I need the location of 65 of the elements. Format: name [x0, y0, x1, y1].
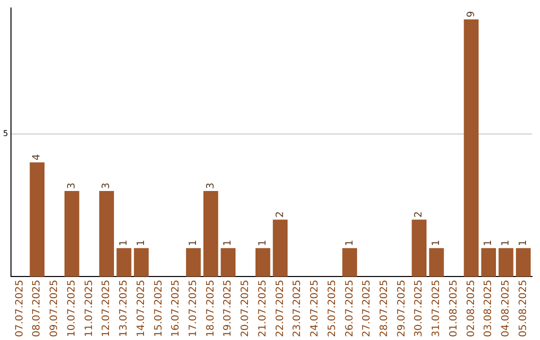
- x-tick-label: 14.07.2025: [136, 280, 147, 338]
- data-label: 1: [344, 240, 356, 246]
- x-tick-label: 23.07.2025: [292, 280, 304, 338]
- x-tick-label: 30.07.2025: [414, 280, 425, 338]
- bar: [464, 19, 479, 277]
- bar: [342, 248, 358, 277]
- x-tick-label: 05.08.2025: [518, 280, 529, 338]
- x-tick-label: 08.07.2025: [32, 280, 43, 338]
- bar: [220, 248, 236, 277]
- bar: [116, 248, 132, 277]
- data-label: 3: [205, 182, 216, 189]
- x-tick-label: 10.07.2025: [66, 280, 78, 338]
- bar: [134, 248, 149, 277]
- bar: [481, 248, 496, 277]
- data-label: 4: [32, 154, 43, 160]
- bar: [203, 190, 218, 277]
- x-tick-label: 24.07.2025: [310, 280, 321, 338]
- data-label: 1: [136, 240, 147, 246]
- x-tick-label: 17.07.2025: [188, 280, 199, 338]
- x-tick-label: 27.07.2025: [362, 280, 373, 338]
- x-tick-label: 15.07.2025: [153, 280, 164, 338]
- bar: [498, 248, 514, 277]
- bar: [516, 248, 531, 277]
- x-tick-label: 20.07.2025: [240, 280, 252, 338]
- x-tick-label: 26.07.2025: [344, 280, 356, 338]
- data-label: 1: [483, 240, 494, 246]
- data-label: 9: [466, 11, 477, 18]
- bar: [99, 190, 114, 277]
- data-label: 1: [222, 240, 234, 246]
- x-tick-label: 12.07.2025: [101, 280, 112, 338]
- data-label: 1: [257, 240, 268, 246]
- bar: [429, 248, 444, 277]
- data-label: 2: [414, 211, 425, 218]
- data-label: 1: [188, 240, 199, 246]
- bar: [412, 220, 427, 277]
- data-label: 3: [66, 182, 78, 189]
- x-tick-label: 03.08.2025: [483, 280, 494, 338]
- x-tick-label: 25.07.2025: [326, 280, 338, 338]
- x-tick-label: 31.07.2025: [431, 280, 442, 338]
- bar: [64, 190, 80, 277]
- bar: [272, 220, 288, 277]
- bar: [30, 162, 45, 277]
- x-tick-label: 21.07.2025: [257, 280, 268, 338]
- data-label: 3: [101, 182, 112, 189]
- x-tick-label: 16.07.2025: [170, 280, 182, 338]
- x-tick-label: 18.07.2025: [205, 280, 216, 338]
- x-tick-label: 04.08.2025: [500, 280, 512, 338]
- y-tick-label: 5: [2, 128, 8, 138]
- x-tick-label: 01.08.2025: [448, 280, 460, 338]
- x-tick-label: 11.07.2025: [84, 280, 95, 338]
- data-label: 1: [518, 240, 529, 246]
- x-tick-label: 19.07.2025: [222, 280, 234, 338]
- x-tick-label: 22.07.2025: [274, 280, 286, 338]
- data-label: 1: [500, 240, 512, 246]
- x-tick-label: 09.07.2025: [49, 280, 60, 338]
- bar: [186, 248, 201, 277]
- data-label: 1: [118, 240, 130, 246]
- bar: [255, 248, 270, 277]
- x-tick-label: 07.07.2025: [14, 280, 26, 338]
- x-tick-label: 28.07.2025: [379, 280, 390, 338]
- x-tick-label: 29.07.2025: [396, 280, 408, 338]
- data-label: 1: [431, 240, 442, 246]
- x-tick-label: 13.07.2025: [118, 280, 130, 338]
- x-tick-label: 02.08.2025: [466, 280, 477, 338]
- data-label: 2: [274, 211, 286, 218]
